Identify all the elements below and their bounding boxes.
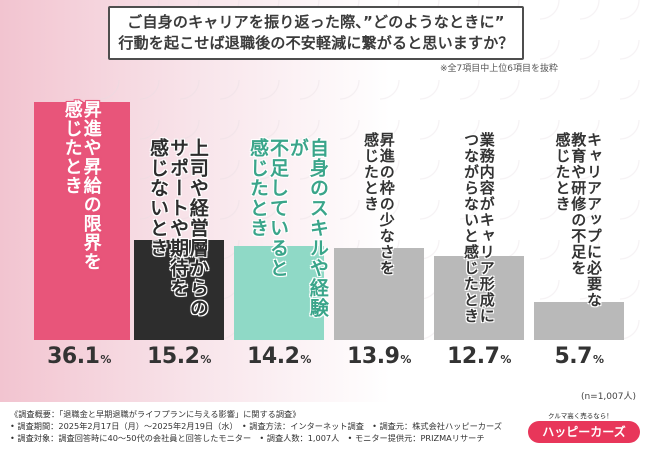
- value-label-4: 13.9%: [347, 344, 411, 369]
- bar-1: [34, 102, 130, 340]
- category-label-5: 業務内容がキャリア形成に つながらないと感じたとき: [461, 132, 496, 324]
- footer-line-1: 《調査概要：「退職金と早期退職がライフプランに与える影響」に関する調査》: [10, 409, 301, 419]
- value-label-6: 5.7%: [554, 344, 604, 369]
- value-label-2: 15.2%: [147, 344, 211, 369]
- title-line-1: ご自身のキャリアを振り返った際、”どのようなときに”: [127, 13, 505, 31]
- bar-5: [434, 256, 524, 340]
- bar-2: [134, 240, 224, 340]
- sample-size-note: (n=1,007人): [580, 392, 636, 402]
- footer-line-2: • 調査期間：2025年2月17日（月）〜2025年2月19日（水） • 調査方…: [10, 421, 502, 431]
- category-label-1: 昇進や昇給の限界を 感じたとき: [61, 100, 102, 271]
- footer-line-3: • 調査対象：調査回答時に40〜50代の会社員と回答したモニター • 調査人数：…: [10, 433, 485, 443]
- bar-4: [334, 248, 424, 340]
- category-label-6: キャリアアップに必要な 教育や研修の不足を 感じたとき: [553, 132, 604, 308]
- category-label-3: 自身のスキルや経験が 不足していると 感じたとき: [247, 138, 329, 318]
- question-title-box: ご自身のキャリアを振り返った際、”どのようなときに” 行動を起こせば退職後の不安…: [108, 6, 524, 60]
- bar-3: [234, 246, 324, 340]
- value-label-1: 36.1%: [47, 344, 111, 369]
- value-label-3: 14.2%: [247, 344, 311, 369]
- bar-6: [534, 302, 624, 340]
- brand-tagline: クルマ高く売るなら！: [548, 412, 613, 420]
- value-label-5: 12.7%: [447, 344, 511, 369]
- subnote: ※全7項目中上位6項目を抜粋: [440, 64, 558, 74]
- category-label-2: 上司や経営層からの サポートや期待を 感じないとき: [147, 138, 209, 318]
- brand-name: ハッピーカーズ: [528, 421, 640, 443]
- title-line-2: 行動を起こせば退職後の不安軽減に繋がると思いますか？: [118, 34, 514, 52]
- brand-logo: クルマ高く売るなら！ ハッピーカーズ: [528, 412, 640, 443]
- category-label-4: 昇進の枠の少なさを 感じたとき: [361, 132, 396, 276]
- bar-chart: 昇進や昇給の限界を 感じたとき 36.1% 上司や経営層からの サポートや期待を 感じない…: [34, 100, 624, 369]
